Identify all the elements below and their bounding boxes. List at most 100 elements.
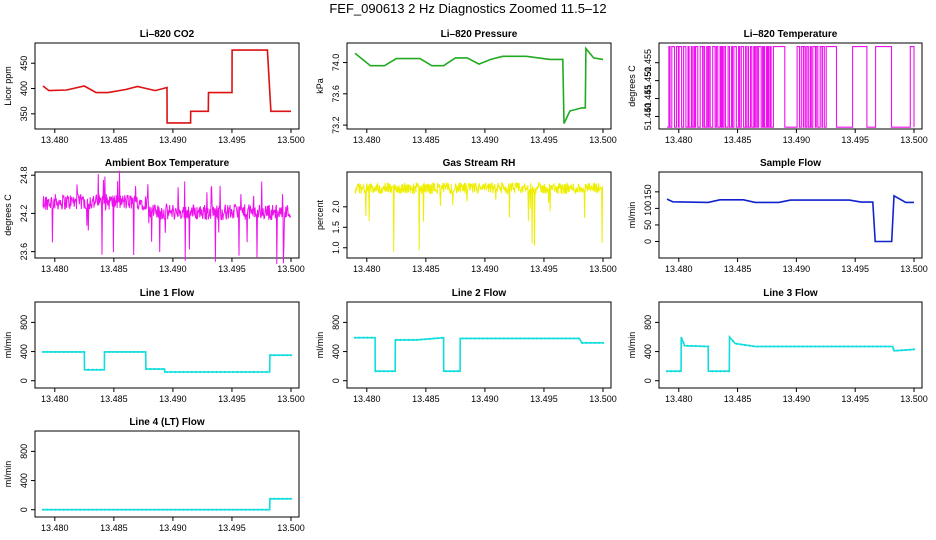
data-point [79,508,82,511]
data-point [564,337,567,340]
data-point [269,497,272,500]
data-point [99,508,102,511]
data-point [62,508,65,511]
data-point [50,508,53,511]
data-point [265,508,268,511]
data-point [896,349,899,352]
data-point [265,370,268,374]
x-tick-label: 13.480 [41,394,69,404]
data-point [207,370,210,374]
x-tick-label: 13.490 [159,264,187,274]
panel-title: Line 4 (LT) Flow [129,417,205,428]
x-tick-label: 13.490 [159,135,187,145]
data-point [108,508,111,511]
y-axis-label: ml/min [627,202,637,229]
data-point [120,508,123,511]
y-axis-label: percent [315,199,325,230]
data-point [539,337,543,340]
x-tick-label: 13.485 [724,264,752,274]
x-tick-label: 13.485 [412,135,440,145]
data-point [41,508,45,511]
x-tick-label: 13.485 [100,523,128,533]
x-tick-label: 13.480 [41,523,69,533]
data-point [112,350,115,354]
data-point [867,345,870,348]
data-point [814,345,817,348]
panel-title: Li–820 Pressure [441,29,518,40]
data-point [908,348,911,351]
data-point [362,336,365,339]
y-tick-label: 23.6 [19,243,29,261]
y-tick-label: 0 [19,507,29,512]
x-tick-label: 13.480 [665,264,693,274]
x-tick-label: 13.495 [530,264,558,274]
x-tick-label: 13.495 [218,523,246,533]
x-tick-label: 13.485 [100,394,128,404]
figure-title: FEF_090613 2 Hz Diagnostics Zoomed 11.5–… [329,1,607,16]
data-point [785,345,788,348]
data-point [236,508,239,511]
data-point [494,337,497,340]
data-point [248,370,251,374]
data-point [789,345,792,348]
data-point [457,370,460,373]
panel-title: Line 2 Flow [452,288,507,299]
y-tick-label: 74.0 [331,54,341,72]
data-point [715,370,718,373]
data-point [248,508,251,511]
data-point [174,370,177,374]
data-point [420,338,423,341]
data-point [74,508,78,511]
data-point [132,508,136,511]
data-point [756,345,759,348]
panel-2: Li–820 Pressure kPa 13.480 13.485 13.490 13.4… [315,29,617,145]
x-tick-label: 13.490 [159,523,187,533]
x-tick-label: 13.500 [900,394,928,404]
data-point [892,347,895,350]
data-point [801,345,804,348]
y-tick-label: 51.455 [643,49,653,77]
data-point [597,341,600,344]
x-tick-label: 13.500 [589,264,617,274]
y-axis-label: ml/min [3,332,13,359]
data-point [141,350,144,354]
data-point [87,508,90,511]
data-point [50,350,53,354]
data-point [252,370,255,374]
series-line [667,334,915,372]
data-point [161,508,164,511]
data-point [244,370,247,374]
data-point [544,337,547,340]
data-point [219,508,222,511]
data-point [145,367,148,371]
data-point [834,345,837,348]
data-point [207,508,210,511]
y-tick-label: 150 [643,184,653,199]
data-point [165,508,169,511]
data-point [411,338,414,341]
series-line [666,194,914,243]
data-point [374,370,377,373]
data-point [465,337,468,340]
data-point [285,497,288,500]
plot-frame [34,42,300,130]
data-point [912,348,916,351]
data-point [153,508,156,511]
data-point [178,370,181,374]
data-point [186,370,189,374]
data-point [748,344,751,347]
data-point [432,337,435,340]
data-point [768,345,772,348]
data-point [674,370,677,373]
data-point [198,508,202,511]
x-tick-label: 13.490 [783,394,811,404]
data-point [453,370,456,373]
data-point [378,370,381,373]
y-axis-label: kPa [315,78,325,94]
data-point [826,345,829,348]
data-point [124,508,127,511]
data-point [535,337,538,340]
series-line [42,49,291,124]
y-tick-label: 800 [643,315,653,330]
